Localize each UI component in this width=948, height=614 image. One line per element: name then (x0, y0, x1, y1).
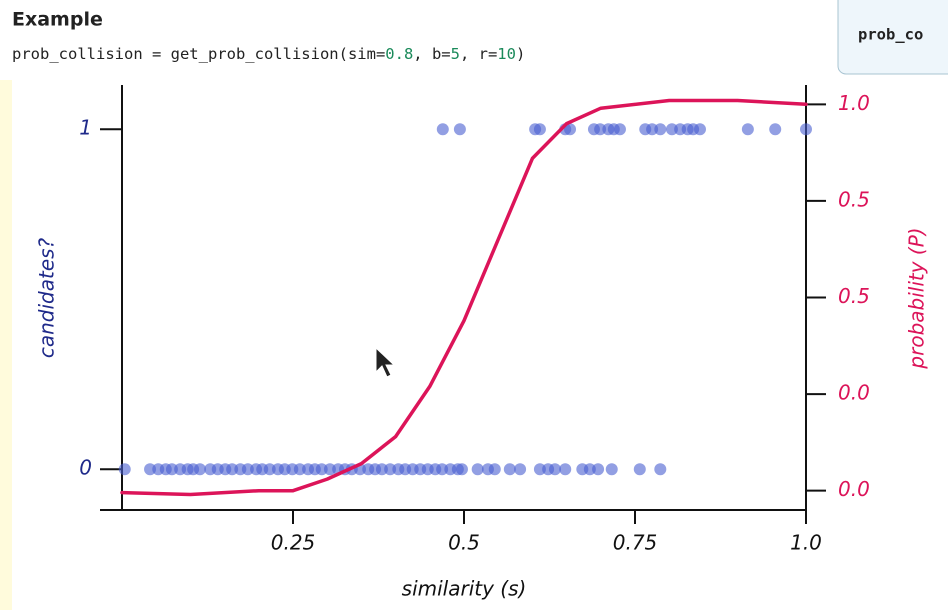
code-number: 0.8 (385, 45, 413, 63)
point (533, 123, 546, 136)
point (193, 463, 206, 476)
code: prob_collision = get_prob_collision(sim= (12, 45, 385, 63)
point (564, 123, 577, 136)
point (315, 463, 328, 476)
point (375, 463, 388, 476)
code-number: 10 (497, 45, 516, 63)
point (471, 463, 484, 476)
point (605, 463, 618, 476)
point (144, 463, 157, 476)
point (293, 463, 306, 476)
point (548, 463, 561, 476)
y2-tick-label: 1.0 (838, 91, 870, 115)
code: , b= (413, 45, 450, 63)
point (453, 123, 466, 136)
probability-line (120, 98, 808, 497)
point (654, 463, 667, 476)
chart: 0 1 1.0 0.5 0.5 0.0 0.0 0.25 0.5 0.75 1.0 similarit… (35, 85, 929, 601)
point (594, 123, 607, 136)
y2-tick-label: 0.0 (838, 477, 870, 501)
point (436, 123, 449, 136)
point (165, 463, 178, 476)
point (323, 463, 336, 476)
point (514, 463, 527, 476)
point (263, 463, 276, 476)
code: ) (516, 45, 525, 63)
code: , r= (460, 45, 497, 63)
point (693, 123, 706, 136)
point (769, 123, 782, 136)
point (455, 463, 468, 476)
y-axis-label: candidates? (35, 237, 59, 358)
point (613, 123, 626, 136)
mouse-cursor (375, 346, 396, 378)
point (533, 463, 546, 476)
point (503, 463, 516, 476)
point (118, 463, 131, 476)
point (241, 463, 254, 476)
point (436, 463, 449, 476)
heading: Example (12, 9, 103, 31)
x-axis-label: similarity (s) (402, 577, 527, 601)
point (384, 463, 397, 476)
x-tick-label: 0.75 (613, 531, 658, 555)
y-tick-label: 0 (79, 456, 92, 480)
y2-tick-label: 0.5 (838, 284, 870, 308)
point (226, 463, 239, 476)
point (592, 463, 605, 476)
y2-tick-label: 0.5 (838, 187, 870, 211)
x-tick-label: 1.0 (790, 531, 822, 555)
y-tick-label: 1 (79, 116, 92, 140)
x-tick-label: 0.25 (271, 531, 316, 555)
point (654, 123, 667, 136)
point (800, 123, 812, 136)
code-number: 5 (451, 45, 460, 63)
point (488, 463, 501, 476)
cell-strip (0, 80, 12, 610)
code-line: prob_collision = get_prob_collision(sim=… (12, 45, 525, 63)
point (741, 123, 754, 136)
point (583, 463, 596, 476)
side-code: prob_co (858, 26, 923, 44)
point (646, 123, 659, 136)
point (633, 463, 646, 476)
y2-axis-label: probability (P) (905, 227, 929, 369)
y2-tick-label: 0.0 (838, 381, 870, 405)
point (665, 123, 678, 136)
side-code-box (837, 0, 948, 75)
x-tick-label: 0.5 (448, 531, 480, 555)
point (559, 463, 572, 476)
